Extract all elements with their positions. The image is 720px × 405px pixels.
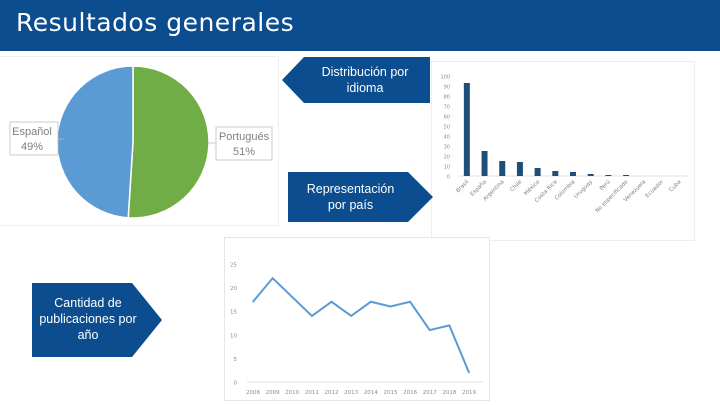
line-ytick-label: 0 <box>234 381 238 387</box>
bar-ytick-label: 0 <box>447 175 450 181</box>
line-xtick-label: 2010 <box>285 390 299 396</box>
pie-slice-portugués <box>127 65 210 219</box>
callout-country: Representación por país <box>288 172 433 222</box>
line-series <box>252 276 470 373</box>
line-point <box>389 305 392 308</box>
line-point <box>428 329 431 331</box>
pie-chart-panel: Español 49% Portugués 51% <box>0 57 278 225</box>
bar-chart-panel: 0 10 20 30 40 50 60 70 80 90 100 Brasil España Argent… <box>432 62 694 240</box>
bar-ytick-label: 70 <box>444 105 450 111</box>
bar-category-label: Uruguay <box>573 179 594 200</box>
line-xtick-label: 2011 <box>305 390 319 396</box>
bar-category-label: Perú <box>598 178 612 192</box>
bar-brasil <box>463 83 470 176</box>
pie-label-portugues: Portugués <box>219 131 270 143</box>
pie-label-box-portugues <box>215 126 273 161</box>
pie-slice-español <box>56 65 134 219</box>
line-xtick-label: 2008 <box>246 390 260 396</box>
line-xtick-label: 2014 <box>364 390 378 396</box>
line-point <box>330 300 333 303</box>
callout-language-shape <box>282 57 430 103</box>
line-point <box>350 315 352 317</box>
line-point <box>311 315 313 317</box>
slide-title: Resultados generales <box>16 8 295 37</box>
bar-colombia <box>570 172 576 176</box>
callout-country-shape <box>288 172 433 222</box>
line-chart-panel: 0 5 10 15 20 25 2008 2009 2010 2011 2012 2013 2014 20… <box>225 238 489 400</box>
bar-ytick-label: 90 <box>444 85 450 91</box>
pie-chart: Español 49% Portugués 51% <box>9 65 273 219</box>
line-xtick-label: 2019 <box>462 390 476 396</box>
line-ytick-label: 10 <box>230 333 237 339</box>
bar-ytick-label: 20 <box>444 155 450 161</box>
bar-méxico <box>534 168 541 176</box>
pie-value-espanol: 49% <box>21 141 43 153</box>
bar-chile <box>516 162 523 176</box>
line-point <box>448 324 451 327</box>
line-ytick-label: 20 <box>230 286 237 292</box>
line-xtick-label: 2013 <box>344 390 358 396</box>
bar-category-label: Chile <box>509 179 523 193</box>
line-xtick-label: 2017 <box>423 390 437 396</box>
callout-language: Distribución por idioma <box>282 57 430 103</box>
callout-year-line1: Cantidad de <box>54 296 122 310</box>
bar-no-especificado <box>623 175 630 176</box>
bar-ytick-label: 30 <box>444 145 450 151</box>
bar-ytick-label: 60 <box>444 115 450 121</box>
callout-year-line3: año <box>77 328 99 342</box>
bar-category-label: Brasil <box>455 179 470 194</box>
line-point <box>409 300 411 303</box>
callout-year-shape <box>32 283 162 357</box>
bar-ytick-label: 50 <box>444 125 450 131</box>
bar-category-label: Ecuador <box>645 179 666 200</box>
line-xtick-label: 2016 <box>403 390 417 396</box>
bar-españa <box>481 151 488 176</box>
pie-value-portugues: 51% <box>233 146 255 158</box>
callout-language-line1: Distribución por <box>321 65 409 79</box>
pie-label-espanol: Español <box>12 126 52 138</box>
line-point <box>252 300 254 303</box>
line-ytick-label: 5 <box>234 357 238 363</box>
line-point <box>468 371 470 374</box>
bar-uruguay <box>587 174 594 176</box>
line-xtick-label: 2018 <box>442 390 456 396</box>
line-point <box>370 300 372 303</box>
bar-costa-rica <box>552 171 559 176</box>
bar-ytick-label: 100 <box>440 75 450 81</box>
callout-country-line1: Representación <box>306 182 395 196</box>
line-ytick-label: 15 <box>230 310 237 316</box>
line-xtick-label: 2009 <box>266 390 280 396</box>
pie-label-box-espanol <box>9 121 59 156</box>
bar-ytick-label: 80 <box>444 95 450 101</box>
bar-ytick-label: 40 <box>444 135 450 141</box>
line-chart: 0 5 10 15 20 25 2008 2009 2010 2011 2012 2013 2014 20… <box>230 263 483 396</box>
line-point <box>271 277 274 279</box>
callout-country-line2: por país <box>327 198 374 212</box>
callout-year-line2: publicaciones por <box>39 312 137 326</box>
line-ytick-label: 25 <box>230 263 237 269</box>
callout-language-line2: idioma <box>346 81 384 95</box>
line-xtick-label: 2012 <box>325 390 339 396</box>
bar-argentina <box>499 161 506 176</box>
line-point <box>291 296 294 298</box>
bar-ytick-label: 10 <box>444 165 450 171</box>
callout-year: Cantidad de publicaciones por año <box>32 283 162 357</box>
slide-header: Resultados generales <box>0 0 720 51</box>
bar-category-label: Cuba <box>668 179 682 193</box>
line-xtick-label: 2015 <box>383 390 397 396</box>
bar-perú <box>605 175 612 176</box>
